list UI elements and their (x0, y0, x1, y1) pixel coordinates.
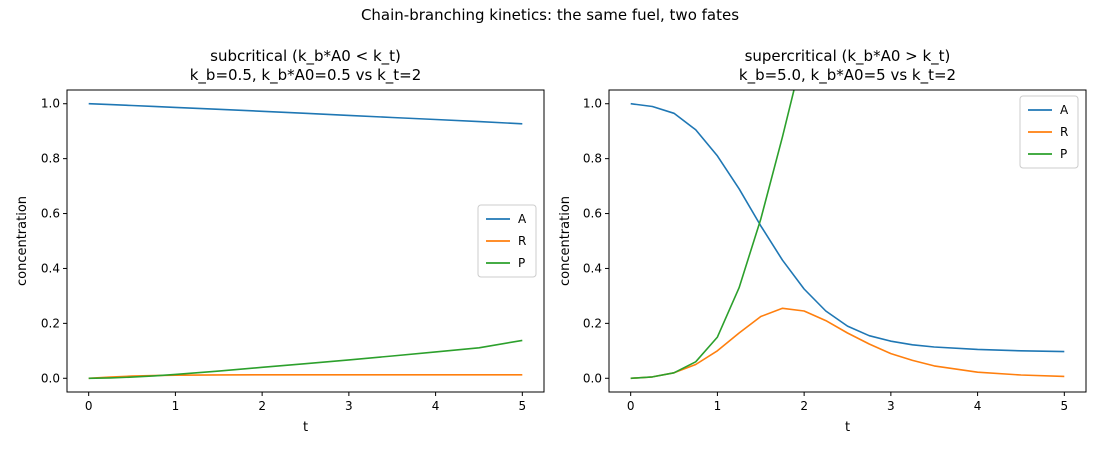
legend-label-A: A (518, 212, 527, 226)
y-tick-label: 0.2 (41, 316, 60, 330)
x-tick-label: 0 (85, 399, 93, 413)
x-tick-label: 2 (258, 399, 266, 413)
x-axis-label: t (303, 420, 308, 435)
plot-frame (66, 89, 545, 393)
series-line-P (88, 339, 523, 380)
legend-label-R: R (1060, 125, 1068, 139)
legend-label-R: R (518, 234, 526, 248)
x-tick-label: 3 (345, 399, 353, 413)
y-ticks: 0.0 0.2 0.4 0.6 0.8 1.0 (583, 97, 609, 385)
legend-label-P: P (518, 256, 525, 270)
series-line-A (88, 102, 523, 125)
legend-label-A: A (1060, 103, 1069, 117)
legend-label-P: P (1060, 147, 1067, 161)
plot-lines (630, 90, 1065, 380)
chart-title-line2: k_b=5.0, k_b*A0=5 vs k_t=2 (739, 66, 956, 85)
y-ticks: 0.0 0.2 0.4 0.6 0.8 1.0 (41, 97, 67, 385)
chart-supercritical: supercritical (k_b*A0 > k_t) k_b=5.0, k_… (558, 47, 1087, 435)
x-axis-label: t (845, 420, 850, 435)
chart-title-line2: k_b=0.5, k_b*A0=0.5 vs k_t=2 (190, 66, 422, 85)
y-tick-label: 0.6 (583, 207, 602, 221)
x-tick-label: 3 (887, 399, 895, 413)
y-tick-label: 0.8 (41, 152, 60, 166)
x-tick-label: 1 (714, 399, 722, 413)
y-axis-label: concentration (558, 196, 573, 286)
y-tick-label: 1.0 (41, 97, 60, 111)
x-ticks: 0 1 2 3 4 5 (627, 392, 1068, 413)
series-line-R (88, 373, 523, 380)
y-axis-label: concentration (15, 196, 30, 286)
y-tick-label: 1.0 (583, 97, 602, 111)
series-line-R (630, 307, 1065, 380)
x-tick-label: 2 (800, 399, 808, 413)
x-tick-label: 4 (974, 399, 982, 413)
chart-title-line1: subcritical (k_b*A0 < k_t) (210, 47, 401, 66)
legend: ARP (477, 204, 537, 278)
chart-title-line1: supercritical (k_b*A0 > k_t) (745, 47, 951, 66)
series-line-P (630, 90, 795, 380)
plot-frame (608, 89, 1087, 393)
x-ticks: 0 1 2 3 4 5 (85, 392, 526, 413)
x-tick-label: 1 (172, 399, 180, 413)
y-tick-label: 0.4 (41, 261, 60, 275)
y-tick-label: 0.8 (583, 152, 602, 166)
figure-title: Chain-branching kinetics: the same fuel,… (360, 6, 740, 24)
legend: ARP (1019, 95, 1079, 169)
plot-lines (88, 102, 523, 380)
y-tick-label: 0.4 (583, 261, 602, 275)
y-tick-label: 0.6 (41, 207, 60, 221)
y-tick-label: 0.0 (583, 371, 602, 385)
chart-subcritical: subcritical (k_b*A0 < k_t) k_b=0.5, k_b*… (15, 47, 545, 435)
series-line-A (630, 102, 1065, 353)
x-tick-label: 5 (1060, 399, 1068, 413)
y-tick-label: 0.2 (583, 316, 602, 330)
x-tick-label: 0 (627, 399, 635, 413)
y-tick-label: 0.0 (41, 371, 60, 385)
x-tick-label: 4 (432, 399, 440, 413)
x-tick-label: 5 (518, 399, 526, 413)
